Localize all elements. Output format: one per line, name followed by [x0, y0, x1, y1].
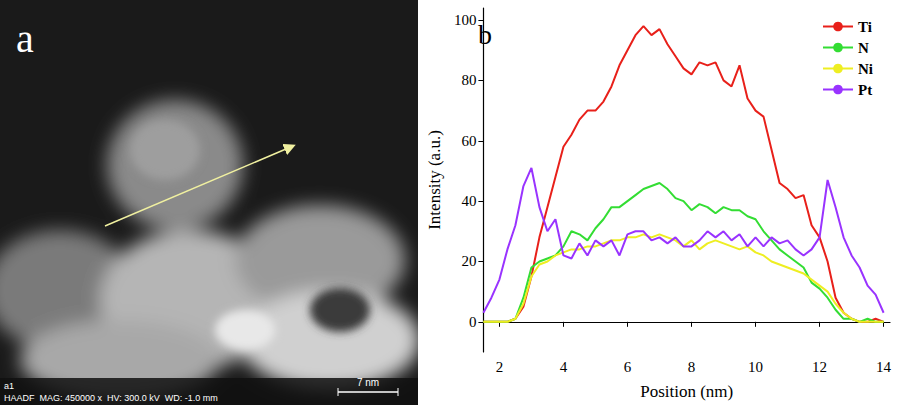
svg-text:Intensity (a.u.): Intensity (a.u.) [425, 130, 444, 230]
svg-text:10: 10 [748, 359, 763, 375]
svg-text:Ti: Ti [858, 19, 872, 35]
svg-text:HAADF MAG: 450000 x HV: 300.: HAADF MAG: 450000 x HV: 300.0 kV WD: -1.… [4, 393, 218, 403]
svg-text:Pt: Pt [858, 82, 872, 98]
svg-text:0: 0 [469, 314, 477, 330]
svg-text:Ni: Ni [858, 61, 873, 77]
svg-text:a: a [16, 16, 34, 61]
svg-text:4: 4 [560, 359, 568, 375]
svg-text:60: 60 [461, 133, 476, 149]
svg-text:a1: a1 [4, 381, 14, 391]
svg-text:6: 6 [624, 359, 632, 375]
svg-text:b: b [478, 19, 492, 50]
svg-text:20: 20 [461, 253, 476, 269]
svg-text:8: 8 [688, 359, 696, 375]
svg-text:14: 14 [876, 359, 892, 375]
svg-text:Position (nm): Position (nm) [640, 382, 733, 401]
svg-text:2: 2 [496, 359, 504, 375]
svg-text:40: 40 [461, 193, 476, 209]
svg-text:N: N [858, 40, 869, 56]
svg-text:12: 12 [812, 359, 827, 375]
svg-text:7 nm: 7 nm [357, 377, 379, 388]
svg-text:100: 100 [454, 12, 477, 28]
svg-text:80: 80 [461, 72, 476, 88]
